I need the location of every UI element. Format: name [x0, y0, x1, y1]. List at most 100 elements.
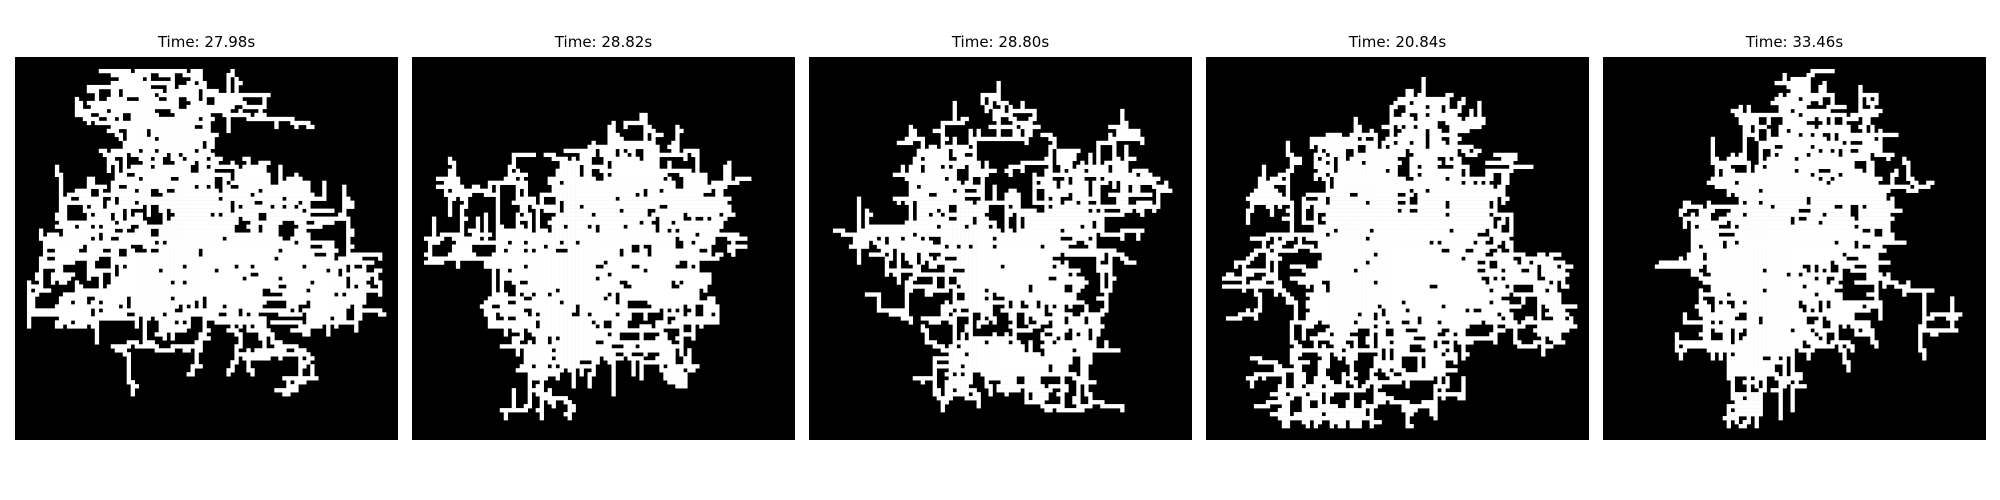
particle: [194, 312, 199, 317]
particle: [519, 260, 525, 265]
particle: [110, 312, 116, 317]
particle: [170, 252, 175, 257]
particle: [86, 232, 92, 237]
particle: [575, 344, 580, 349]
particle: [178, 260, 183, 265]
particle: [587, 212, 592, 217]
particle: [318, 272, 323, 277]
particle: [158, 324, 163, 329]
particle: [531, 256, 536, 261]
particle: [687, 212, 692, 217]
particle: [487, 232, 493, 237]
particle: [266, 296, 271, 301]
particle: [647, 292, 652, 297]
particle: [274, 236, 279, 241]
particle: [234, 92, 239, 98]
particle: [615, 168, 620, 173]
particle: [306, 204, 311, 209]
particle: [174, 296, 179, 301]
particle: [691, 208, 696, 213]
particle: [278, 240, 283, 245]
particle: [114, 172, 120, 177]
particle: [270, 348, 275, 353]
particle: [226, 120, 231, 126]
particle: [94, 216, 100, 221]
particle: [178, 220, 183, 225]
particle: [118, 240, 124, 245]
particle: [587, 288, 592, 293]
particle: [182, 220, 187, 225]
particle: [539, 292, 544, 297]
particle: [138, 268, 143, 273]
particle: [110, 196, 116, 201]
particle: [166, 300, 171, 305]
particle: [190, 88, 195, 94]
particle: [491, 316, 497, 321]
particle: [326, 244, 331, 249]
particle: [178, 240, 183, 245]
particle: [162, 196, 167, 201]
particle: [274, 344, 279, 349]
particle: [294, 260, 299, 265]
particle: [715, 204, 720, 209]
particle: [306, 264, 311, 269]
particle: [555, 200, 560, 205]
particle: [258, 332, 263, 337]
particle: [338, 212, 343, 217]
particle: [202, 132, 207, 138]
particle: [679, 208, 684, 213]
particle: [587, 240, 592, 245]
particle: [354, 276, 359, 281]
particle: [326, 292, 331, 297]
particle: [122, 236, 128, 241]
particle: [310, 284, 315, 289]
particle: [94, 328, 100, 333]
particle: [118, 188, 124, 193]
particle: [539, 304, 544, 309]
particle: [170, 156, 175, 162]
particle: [623, 320, 628, 325]
particle: [611, 176, 616, 181]
particle: [198, 152, 203, 158]
particle: [314, 312, 319, 317]
particle: [647, 232, 652, 237]
particle: [54, 236, 60, 241]
particle: [206, 92, 211, 98]
particle: [531, 232, 536, 237]
particle: [138, 292, 143, 297]
particle: [619, 324, 624, 329]
particle: [278, 200, 283, 205]
particle: [294, 200, 299, 205]
particle: [214, 100, 219, 106]
particle: [306, 212, 311, 217]
particle: [126, 272, 131, 277]
particle: [86, 292, 92, 297]
particle: [130, 264, 135, 269]
particle: [234, 196, 239, 201]
particle: [142, 92, 147, 98]
particle: [294, 188, 299, 193]
particle: [62, 236, 68, 241]
particle: [535, 332, 540, 337]
particle: [471, 256, 477, 261]
particle: [270, 224, 275, 229]
particle: [126, 136, 131, 142]
particle: [342, 184, 347, 189]
particle: [687, 172, 692, 177]
particle: [166, 84, 171, 90]
particle: [122, 92, 128, 98]
particle: [499, 236, 505, 241]
particle: [198, 280, 203, 285]
particle: [222, 164, 227, 170]
particle: [170, 264, 175, 269]
particle: [719, 192, 724, 197]
particle: [683, 208, 688, 213]
particle: [683, 184, 688, 189]
particle: [531, 244, 536, 249]
particle: [539, 260, 544, 265]
particle: [543, 320, 548, 325]
particle: [142, 280, 147, 285]
particle: [334, 320, 339, 325]
particle: [162, 236, 167, 241]
particle: [146, 212, 151, 217]
